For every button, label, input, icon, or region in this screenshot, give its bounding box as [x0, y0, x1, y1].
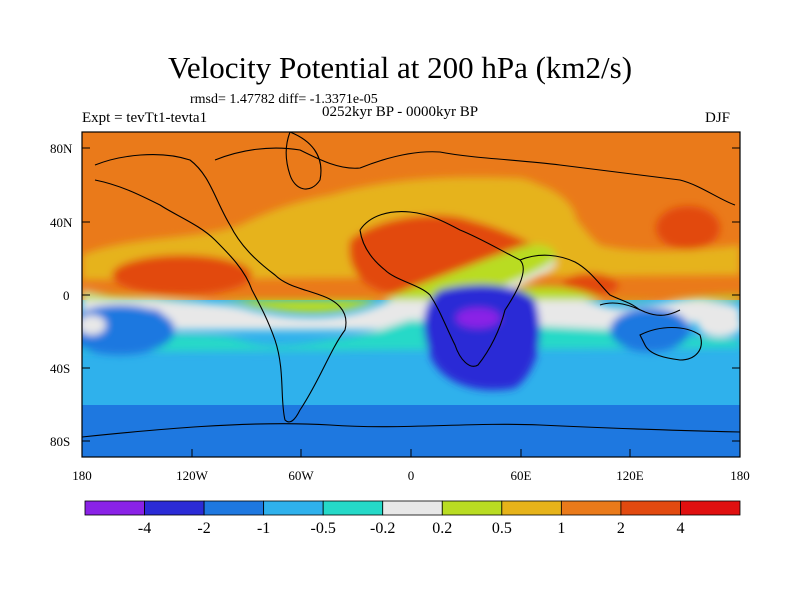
colorbar-label: 2 — [616, 520, 625, 537]
colorbar-label: 1 — [557, 520, 566, 537]
lat-label: 80S — [50, 434, 71, 449]
period-label: 0252kyr BP - 0000kyr BP — [322, 104, 479, 120]
season-label: DJF — [705, 110, 731, 126]
lat-label: 80N — [50, 141, 73, 156]
lon-label: 60W — [288, 468, 314, 483]
lon-label: 60E — [510, 468, 532, 483]
colorbar-swatch — [680, 500, 741, 516]
lon-label: 120E — [616, 468, 644, 483]
experiment-label: Expt = tevTt1-tevta1 — [82, 110, 208, 126]
map-title: Velocity Potential at 200 hPa (km2/s) — [167, 50, 633, 85]
colorbar-swatch — [620, 500, 681, 516]
colorbar-label: -4 — [137, 520, 152, 537]
colorbar-swatch — [501, 500, 562, 516]
colorbar-label: -1 — [256, 520, 271, 537]
lat-label: 40N — [50, 215, 73, 230]
colorbar-swatch — [441, 500, 503, 516]
colorbar-swatch — [84, 500, 145, 516]
axis-ticks — [81, 147, 741, 457]
colorbar-label: 4 — [676, 520, 685, 537]
colorbar-label: 0.2 — [432, 520, 453, 537]
lon-label: 0 — [407, 468, 415, 483]
colorbar-label: -0.5 — [310, 520, 336, 537]
colorbar-swatch — [144, 500, 205, 516]
colorbar-swatch — [322, 500, 384, 516]
colorbar-label: -2 — [197, 520, 211, 537]
colorbar-swatch — [263, 500, 324, 516]
lat-label: 40S — [50, 361, 71, 376]
lon-label: 180 — [72, 468, 92, 483]
colorbar-swatch — [560, 500, 622, 516]
colorbar-label: -0.2 — [370, 520, 396, 537]
velocity-field — [82, 132, 740, 457]
stats-text: rmsd= 1.47782 diff= -1.3371e-05 — [190, 92, 378, 107]
colorbar-swatch — [382, 500, 443, 516]
colorbar — [84, 500, 741, 516]
colorbar-label: 0.5 — [491, 520, 512, 537]
colorbar-swatch — [203, 500, 265, 516]
lon-label: 120W — [176, 468, 208, 483]
coastlines — [82, 132, 740, 438]
lat-label: 0 — [63, 288, 70, 303]
lon-label: 180 — [730, 468, 750, 483]
